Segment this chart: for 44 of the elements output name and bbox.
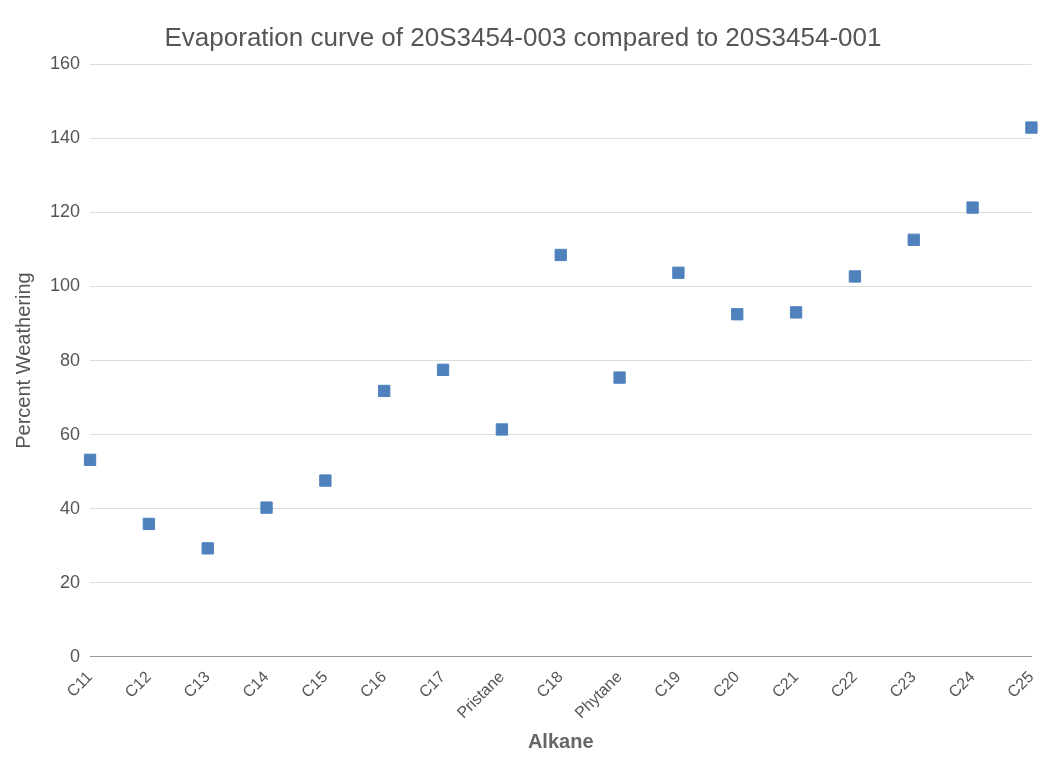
point bbox=[848, 270, 862, 283]
x-axis-title: Alkane bbox=[527, 729, 594, 752]
y-tick-label: 80 bbox=[60, 349, 81, 370]
y-axis-title: Percent Weathering bbox=[11, 272, 34, 449]
y-tick-label: 100 bbox=[49, 275, 81, 296]
chart-title: Evaporation curve of 20S3454-003 compared to 20S3454-001 bbox=[164, 21, 882, 52]
x-tick-label: C20 bbox=[709, 667, 743, 701]
point bbox=[142, 517, 156, 531]
point bbox=[378, 384, 391, 398]
x-tick-label: C18 bbox=[533, 667, 567, 701]
x-tick-label: C25 bbox=[1003, 667, 1037, 701]
x-tick-label: C17 bbox=[415, 667, 449, 701]
point bbox=[907, 233, 920, 246]
point bbox=[319, 474, 332, 487]
x-tick-label: C24 bbox=[945, 667, 978, 701]
point bbox=[731, 308, 744, 321]
x-tick-label: C14 bbox=[239, 667, 272, 701]
point bbox=[1025, 121, 1038, 134]
x-tick-label: C19 bbox=[650, 667, 684, 701]
point bbox=[83, 453, 97, 466]
x-tick-label: C12 bbox=[121, 667, 155, 701]
x-tick-label: C21 bbox=[768, 667, 802, 701]
point bbox=[613, 371, 626, 384]
x-tick-label: C16 bbox=[356, 667, 390, 701]
y-tick-label: 60 bbox=[60, 423, 81, 444]
point bbox=[554, 248, 567, 262]
x-tick-label: C11 bbox=[63, 667, 96, 700]
point bbox=[436, 363, 450, 376]
point bbox=[672, 266, 685, 279]
point bbox=[789, 306, 803, 319]
x-tick-label: C15 bbox=[297, 667, 331, 701]
y-tick-label: 0 bbox=[70, 645, 81, 666]
x-tick-label: C23 bbox=[886, 667, 920, 701]
y-tick-label: 20 bbox=[60, 571, 81, 592]
y-tick-label: 120 bbox=[49, 201, 81, 222]
x-tick-label: C13 bbox=[180, 667, 214, 701]
x-tick-label: C22 bbox=[827, 667, 861, 701]
point bbox=[495, 423, 509, 436]
point bbox=[260, 501, 273, 514]
point bbox=[201, 542, 214, 555]
y-tick-label: 40 bbox=[60, 497, 81, 518]
point bbox=[966, 201, 979, 214]
y-tick-label: 160 bbox=[49, 53, 81, 74]
y-tick-label: 140 bbox=[49, 127, 81, 148]
